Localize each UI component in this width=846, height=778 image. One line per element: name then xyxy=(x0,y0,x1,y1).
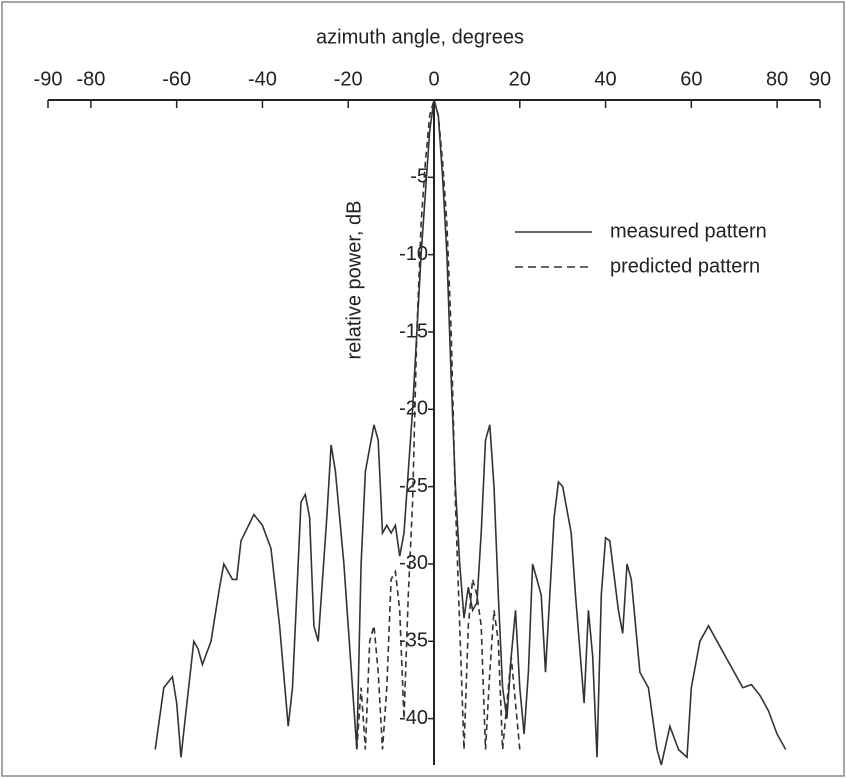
y-tick-label: -20 xyxy=(399,398,428,420)
x-tick-label: 60 xyxy=(680,68,702,90)
y-tick-label: -35 xyxy=(399,630,428,652)
legend-label: measured pattern xyxy=(610,220,767,242)
y-tick-label: -15 xyxy=(399,320,428,342)
x-tick-label: -40 xyxy=(248,68,277,90)
x-tick-label: 0 xyxy=(428,68,439,90)
y-tick-label: -30 xyxy=(399,552,428,574)
series-line xyxy=(154,99,787,766)
y-axis-title: relative power, dB xyxy=(343,201,365,360)
y-tick-label: -10 xyxy=(399,243,428,265)
x-axis-title: azimuth angle, degrees xyxy=(316,26,524,48)
x-tick-label: -20 xyxy=(334,68,363,90)
x-tick-label: 40 xyxy=(594,68,616,90)
y-tick-label: -40 xyxy=(399,707,428,729)
x-tick-label: -80 xyxy=(76,68,105,90)
x-tick-label: 20 xyxy=(509,68,531,90)
legend-label: predicted pattern xyxy=(610,255,760,277)
x-tick-label: -60 xyxy=(162,68,191,90)
x-tick-label: 90 xyxy=(809,68,831,90)
series-line xyxy=(356,97,521,750)
x-tick-label: -90 xyxy=(34,68,63,90)
x-tick-label: 80 xyxy=(766,68,788,90)
